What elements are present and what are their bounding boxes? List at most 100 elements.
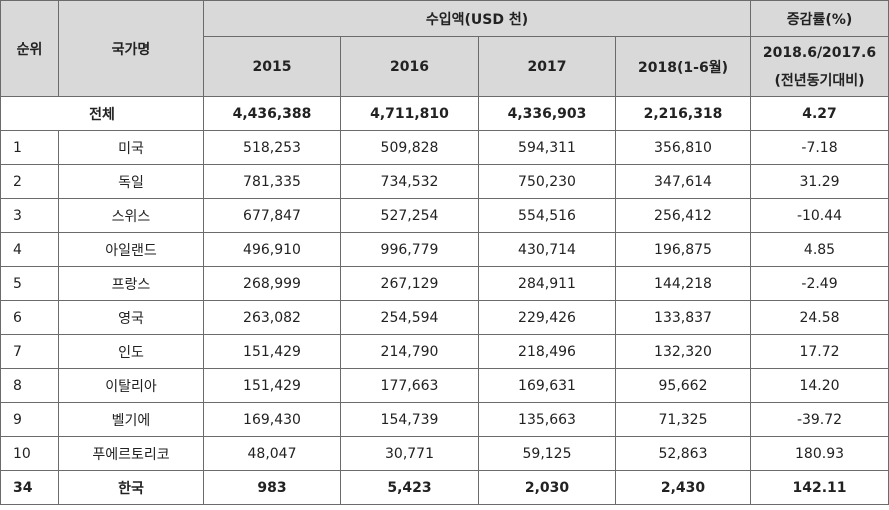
cell-2017: 59,125 [478,436,616,471]
cell-country: 독일 [58,164,204,199]
table-row: 10 푸에르토리코 48,047 30,771 59,125 52,863 18… [0,436,889,471]
korea-2015: 983 [203,470,341,505]
header-year-2016: 2016 [340,36,479,97]
cell-2018: 144,218 [614,266,752,301]
header-country: 국가명 [58,0,204,97]
cell-change: 180.93 [750,436,889,471]
cell-change: 17.72 [750,334,889,369]
cell-country: 아일랜드 [58,232,204,267]
cell-2017: 169,631 [478,368,616,403]
table-row: 5 프랑스 268,999 267,129 284,911 144,218 -2… [0,266,889,301]
cell-2017: 594,311 [478,130,616,165]
cell-change: -10.44 [750,198,889,233]
cell-2017: 229,426 [478,300,616,335]
cell-2015: 263,082 [203,300,341,335]
cell-2016: 734,532 [340,164,479,199]
cell-2017: 135,663 [478,402,616,437]
cell-2018: 71,325 [614,402,752,437]
cell-rank: 2 [0,164,59,199]
header-change-line1: 2018.6/2017.6 [762,44,877,61]
header-year-2017: 2017 [478,36,616,97]
cell-2018: 95,662 [614,368,752,403]
table-row: 6 영국 263,082 254,594 229,426 133,837 24.… [0,300,889,335]
cell-2015: 48,047 [203,436,341,471]
cell-2016: 214,790 [340,334,479,369]
cell-2016: 527,254 [340,198,479,233]
table-row: 4 아일랜드 496,910 996,779 430,714 196,875 4… [0,232,889,267]
cell-2016: 996,779 [340,232,479,267]
cell-rank: 9 [0,402,59,437]
header-year-2015: 2015 [203,36,341,97]
total-2016: 4,711,810 [340,96,479,131]
total-change: 4.27 [750,96,889,131]
cell-rank: 10 [0,436,59,471]
cell-2015: 169,430 [203,402,341,437]
table-row: 3 스위스 677,847 527,254 554,516 256,412 -1… [0,198,889,233]
cell-2017: 284,911 [478,266,616,301]
cell-2015: 151,429 [203,334,341,369]
korea-2017: 2,030 [478,470,616,505]
cell-2018: 196,875 [614,232,752,267]
cell-2016: 30,771 [340,436,479,471]
header-import-amount: 수입액(USD 천) [202,0,752,37]
cell-country: 프랑스 [58,266,204,301]
cell-2018: 52,863 [614,436,752,471]
cell-2015: 677,847 [203,198,341,233]
cell-2017: 218,496 [478,334,616,369]
table-row-total: 전체 4,436,388 4,711,810 4,336,903 2,216,3… [0,96,889,131]
total-2017: 4,336,903 [478,96,616,131]
cell-2016: 177,663 [340,368,479,403]
cell-2018: 356,810 [614,130,752,165]
cell-country: 인도 [58,334,204,369]
cell-change: -39.72 [750,402,889,437]
cell-2016: 267,129 [340,266,479,301]
cell-rank: 4 [0,232,59,267]
cell-2017: 430,714 [478,232,616,267]
korea-country: 한국 [58,470,204,505]
cell-country: 이탈리아 [58,368,204,403]
cell-2016: 254,594 [340,300,479,335]
header-change-rate: 증감률(%) [750,0,889,37]
cell-change: 24.58 [750,300,889,335]
cell-country: 스위스 [58,198,204,233]
cell-2015: 496,910 [203,232,341,267]
cell-rank: 6 [0,300,59,335]
header-year-2018: 2018(1-6월) [614,36,752,97]
table-row: 9 벨기에 169,430 154,739 135,663 71,325 -39… [0,402,889,437]
cell-2018: 133,837 [614,300,752,335]
korea-2016: 5,423 [340,470,479,505]
header-rank: 순위 [0,0,59,97]
cell-change: -2.49 [750,266,889,301]
cell-2018: 256,412 [614,198,752,233]
cell-rank: 8 [0,368,59,403]
cell-2017: 554,516 [478,198,616,233]
cell-2018: 132,320 [614,334,752,369]
cell-change: 4.85 [750,232,889,267]
table-row: 2 독일 781,335 734,532 750,230 347,614 31.… [0,164,889,199]
cell-2015: 781,335 [203,164,341,199]
cell-country: 벨기에 [58,402,204,437]
table-row: 1 미국 518,253 509,828 594,311 356,810 -7.… [0,130,889,165]
cell-change: -7.18 [750,130,889,165]
cell-rank: 5 [0,266,59,301]
cell-2017: 750,230 [478,164,616,199]
table-row: 8 이탈리아 151,429 177,663 169,631 95,662 14… [0,368,889,403]
cell-2015: 518,253 [203,130,341,165]
cell-country: 영국 [58,300,204,335]
total-2015: 4,436,388 [203,96,341,131]
cell-2015: 151,429 [203,368,341,403]
table-row: 7 인도 151,429 214,790 218,496 132,320 17.… [0,334,889,369]
total-2018: 2,216,318 [614,96,752,131]
korea-change: 142.11 [750,470,889,505]
cell-2016: 509,828 [340,130,479,165]
cell-rank: 7 [0,334,59,369]
cell-change: 14.20 [750,368,889,403]
total-label: 전체 [0,96,204,131]
cell-country: 미국 [58,130,204,165]
korea-rank: 34 [0,470,59,505]
cell-change: 31.29 [750,164,889,199]
header-change-period: 2018.6/2017.6 (전년동기대비) [750,36,889,97]
cell-rank: 1 [0,130,59,165]
cell-2018: 347,614 [614,164,752,199]
